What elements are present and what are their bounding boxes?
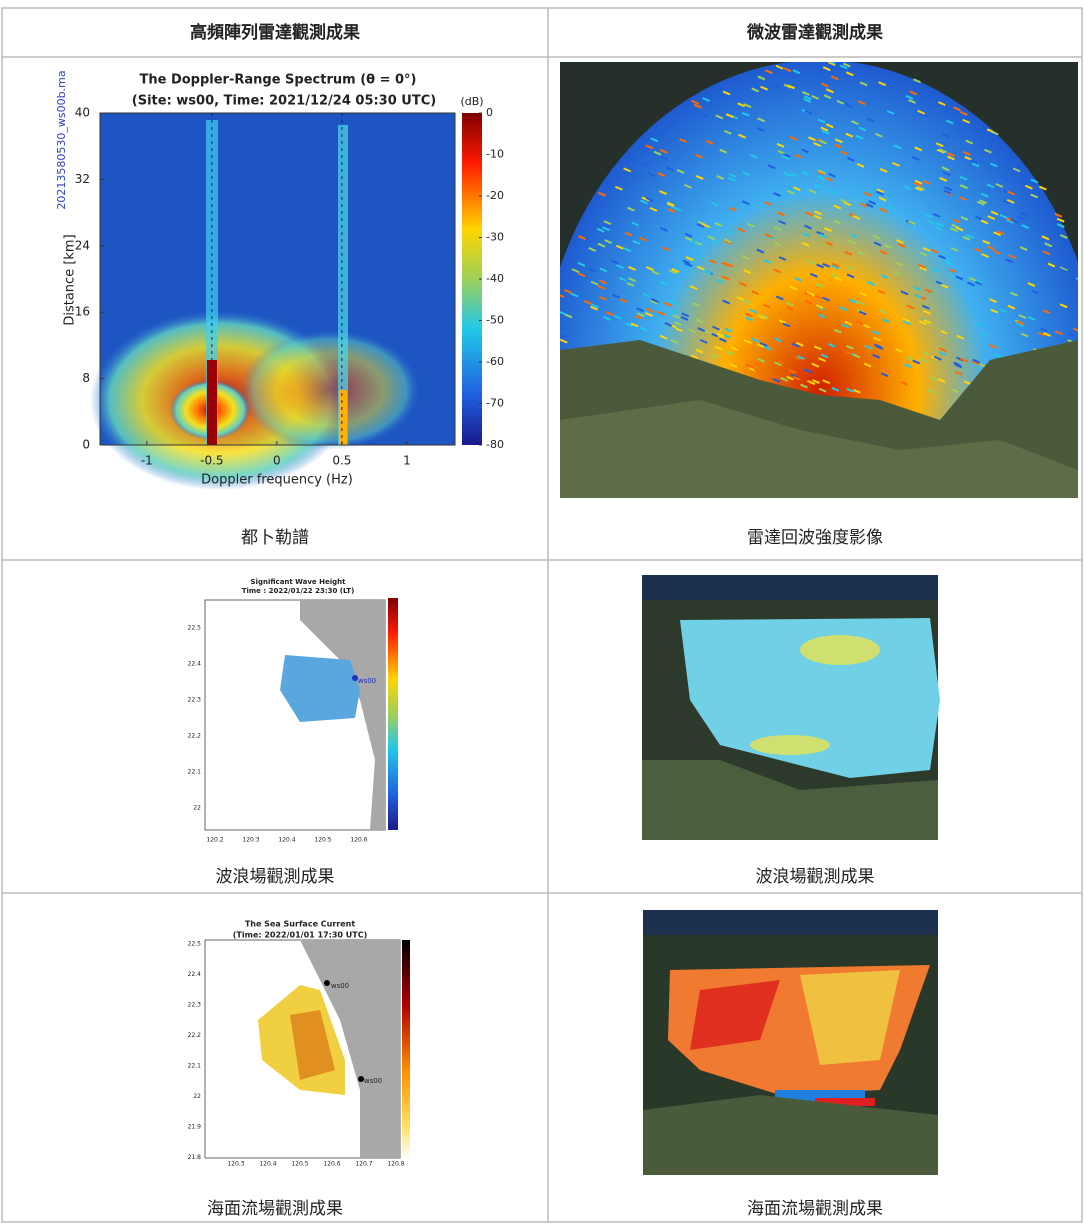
caption: 雷達回波強度影像 — [747, 528, 883, 548]
station-label: ws00 — [358, 677, 376, 685]
y-tick-label: 8 — [82, 371, 90, 385]
side-label: 20213580530_ws00b.ma — [55, 70, 68, 209]
plot-subtitle: (Time: 2022/01/01 17:30 UTC) — [233, 931, 368, 940]
x-tick-label: 120.4 — [259, 1161, 276, 1168]
colorbar-tick-label: -10 — [486, 148, 504, 161]
speck — [552, 340, 559, 343]
caption: 都卜勒譜 — [241, 528, 309, 548]
x-tick-label: 120.4 — [278, 837, 295, 844]
station — [352, 675, 358, 681]
colorbar-tick-label: -50 — [486, 314, 504, 327]
current-plot — [205, 940, 410, 1158]
plot-title: (Site: ws00, Time: 2021/12/24 05:30 UTC) — [132, 94, 436, 109]
x-tick-label: 120.8 — [387, 1161, 404, 1168]
wave-plot — [205, 598, 398, 830]
station-label: ws00 — [331, 982, 349, 990]
x-tick-label: 120.5 — [314, 837, 331, 844]
x-tick-label: -1 — [141, 454, 153, 468]
column-header: 微波雷達觀測成果 — [746, 22, 883, 43]
colorbar-tick-label: 0 — [486, 106, 493, 119]
x-tick-label: 120.3 — [242, 837, 259, 844]
page: 高頻陣列雷達觀測成果微波雷達觀測成果都卜勒譜雷達回波強度影像波浪場觀測成果波浪場… — [0, 0, 1084, 1224]
y-tick-label: 22.2 — [188, 733, 202, 740]
column-header: 高頻陣列雷達觀測成果 — [190, 22, 360, 43]
y-tick-label: 21.8 — [188, 1154, 202, 1161]
y-tick-label: 22 — [193, 1093, 201, 1100]
colorbar-tick-label: -20 — [486, 189, 504, 202]
speck — [1078, 385, 1084, 388]
x-tick-label: 120.5 — [291, 1161, 308, 1168]
colorbar-tick-label: -40 — [486, 272, 504, 285]
y-tick-label: 22.3 — [188, 1002, 202, 1009]
plot-title: The Sea Surface Current — [245, 920, 356, 929]
x-axis-label: Doppler frequency (Hz) — [201, 473, 353, 488]
y-tick-label: 40 — [75, 106, 90, 120]
x-tick-label: 120.6 — [323, 1161, 340, 1168]
y-tick-label: 24 — [75, 238, 90, 252]
y-tick-label: 22.3 — [188, 697, 202, 704]
speck — [551, 348, 558, 351]
caption: 海面流場觀測成果 — [747, 1199, 883, 1219]
plot-title: Significant Wave Height — [251, 578, 347, 586]
y-tick-label: 21.9 — [188, 1124, 202, 1131]
caption: 海面流場觀測成果 — [207, 1199, 343, 1219]
colorbar-tick-label: -60 — [486, 355, 504, 368]
y-tick-label: 22.5 — [188, 941, 202, 948]
x-tick-label: 120.7 — [355, 1161, 372, 1168]
current-radar-image — [643, 910, 938, 1175]
colorbar-tick-label: -70 — [486, 397, 504, 410]
colorbar-tick-label: -30 — [486, 231, 504, 244]
colorbar-tick-label: -80 — [486, 438, 504, 451]
y-tick-label: 16 — [75, 305, 90, 319]
x-tick-label: 120.6 — [350, 837, 367, 844]
wave-radar-image — [642, 575, 940, 840]
caption: 波浪場觀測成果 — [756, 867, 875, 887]
x-tick-label: 0.5 — [332, 454, 351, 468]
plot-title: The Doppler-Range Spectrum (θ = 0°) — [139, 73, 416, 88]
speck — [1078, 361, 1084, 364]
y-tick-label: 22 — [193, 805, 201, 812]
y-tick-label: 22.4 — [188, 661, 202, 668]
y-tick-label: 22.5 — [188, 625, 202, 632]
x-tick-label: 1 — [403, 454, 411, 468]
y-tick-label: 32 — [75, 172, 90, 186]
plot-subtitle: Time : 2022/01/22 23:30 (LT) — [242, 587, 355, 595]
caption: 波浪場觀測成果 — [216, 867, 335, 887]
y-tick-label: 22.2 — [188, 1032, 202, 1039]
y-tick-label: 0 — [82, 438, 90, 452]
y-tick-label: 22.1 — [188, 769, 202, 776]
y-tick-label: 22.4 — [188, 971, 202, 978]
x-tick-label: -0.5 — [200, 454, 223, 468]
colorbar-unit: (dB) — [460, 95, 483, 108]
y-tick-label: 22.1 — [188, 1063, 202, 1070]
x-tick-label: 120.2 — [206, 837, 223, 844]
x-tick-label: 0 — [273, 454, 281, 468]
station-label: ws00 — [364, 1077, 382, 1085]
x-tick-label: 120.3 — [227, 1161, 244, 1168]
